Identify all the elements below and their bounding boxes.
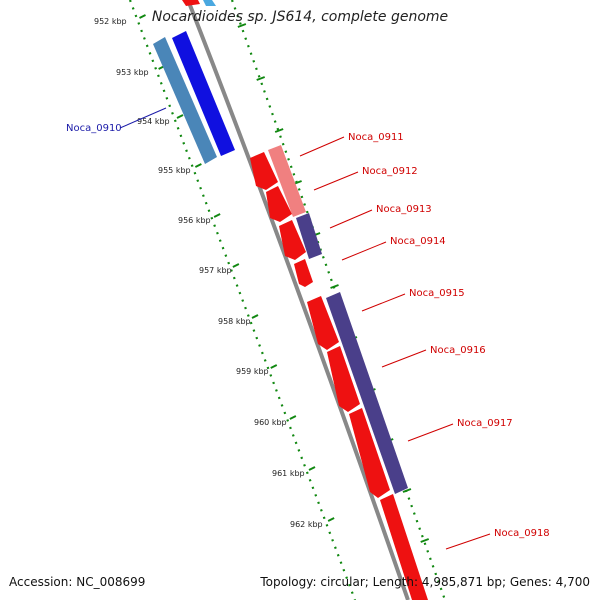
label-leaders (119, 107, 491, 550)
major-tick (327, 517, 335, 522)
gene-label-noca-0914[interactable]: Noca_0914 (390, 236, 446, 247)
forward-genes (153, 0, 235, 164)
scale-label: 952 kbp (94, 17, 127, 26)
leader-noca-0911 (299, 136, 345, 157)
major-tick (232, 263, 240, 268)
leader-noca-0910 (119, 107, 167, 129)
gene-noca-0911[interactable] (268, 145, 306, 217)
gene-label-noca-0910[interactable]: Noca_0910 (66, 123, 122, 134)
major-tick (237, 23, 247, 28)
major-tick (308, 466, 316, 471)
scale-label: 960 kbp (254, 418, 287, 427)
gene-noca-0914-b[interactable] (294, 259, 313, 287)
gene-noca-0916-purple[interactable] (326, 292, 408, 494)
scale-label: 954 kbp (137, 117, 170, 126)
reverse-genes (250, 145, 428, 600)
scale-label: 962 kbp (290, 520, 323, 529)
leader-noca-0913 (329, 209, 373, 229)
gene-noca-0915[interactable] (307, 296, 339, 350)
gene-noca-0910-fwd[interactable] (172, 31, 235, 156)
gene-label-noca-0915[interactable]: Noca_0915 (409, 288, 465, 299)
genome-backbone (186, 0, 410, 600)
major-tick (251, 314, 259, 319)
major-tick (213, 213, 221, 218)
gene-noca-0913[interactable] (296, 213, 322, 259)
accession-label: Accession: NC_008699 (9, 575, 146, 589)
gene-label-noca-0918[interactable]: Noca_0918 (494, 528, 550, 539)
major-tick (176, 114, 184, 119)
gene-top-red[interactable] (182, 0, 200, 6)
leader-noca-0916 (381, 349, 427, 368)
scale-label: 961 kbp (272, 469, 305, 478)
major-tick (139, 14, 146, 19)
leader-noca-0914 (341, 241, 387, 261)
major-tick (256, 76, 266, 81)
map-title: Nocardioides sp. JS614, complete genome (151, 9, 449, 25)
major-tick (330, 284, 339, 289)
scale-label: 957 kbp (199, 266, 232, 275)
scale-labels: 952 kbp 953 kbp 954 kbp 955 kbp 956 kbp 957 k… (94, 17, 323, 529)
scale-label: 959 kbp (236, 367, 269, 376)
genome-stats-label: Topology: circular; Length: 4,985,871 bp… (260, 575, 590, 589)
inner-ticks (237, 23, 430, 543)
gene-noca-0917[interactable] (349, 408, 390, 498)
major-tick (194, 163, 202, 168)
gene-labels: Noca_0910 Noca_0911 Noca_0912 Noca_0913 … (66, 123, 550, 539)
gene-top-cyan[interactable] (203, 0, 216, 6)
major-tick (402, 488, 412, 493)
scale-label: 956 kbp (178, 216, 211, 225)
major-tick (274, 128, 284, 133)
scale-label: 955 kbp (158, 166, 191, 175)
major-tick (420, 538, 430, 543)
gene-label-noca-0913[interactable]: Noca_0913 (376, 204, 432, 215)
gene-noca-0918[interactable] (380, 494, 428, 600)
gene-label-noca-0911[interactable]: Noca_0911 (348, 132, 404, 143)
leader-noca-0915 (361, 293, 406, 312)
leader-noca-0912 (313, 171, 359, 191)
gene-label-noca-0912[interactable]: Noca_0912 (362, 166, 418, 177)
gene-label-noca-0917[interactable]: Noca_0917 (457, 418, 513, 429)
major-tick (270, 364, 278, 369)
scale-label: 958 kbp (218, 317, 251, 326)
gene-label-noca-0916[interactable]: Noca_0916 (430, 345, 486, 356)
scale-label: 953 kbp (116, 68, 149, 77)
gene-noca-0912-a[interactable] (250, 152, 278, 190)
leader-noca-0918 (445, 533, 491, 550)
gene-noca-0914-a[interactable] (279, 220, 306, 260)
gene-noca-0912-b[interactable] (266, 186, 292, 222)
gene-noca-0910-steel[interactable] (153, 37, 217, 164)
outer-tick-track (128, 0, 357, 600)
major-tick (289, 415, 297, 420)
gene-noca-0916[interactable] (327, 346, 360, 412)
leader-noca-0917 (407, 423, 454, 442)
